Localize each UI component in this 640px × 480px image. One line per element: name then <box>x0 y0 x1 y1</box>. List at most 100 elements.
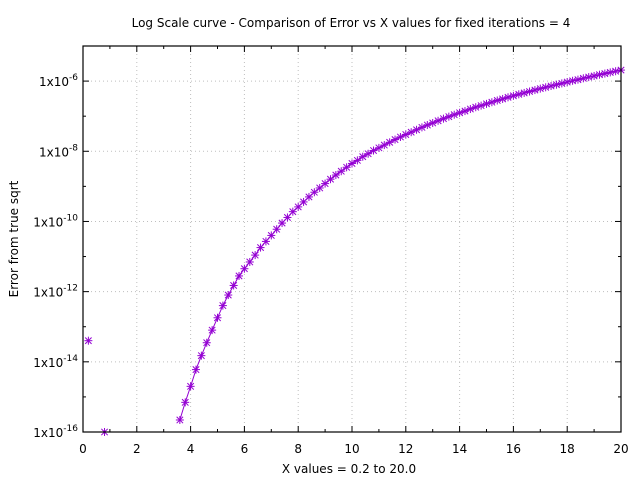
data-point <box>374 143 383 152</box>
x-tick-label: 6 <box>241 442 249 456</box>
chart-title: Log Scale curve - Comparison of Error vs… <box>132 16 571 30</box>
x-tick-label: 12 <box>398 442 413 456</box>
y-tick-mantissa: 1x10 <box>33 215 63 229</box>
x-tick-label: 0 <box>79 442 87 456</box>
y-tick-exponent: -8 <box>69 143 78 153</box>
y-tick-exponent: -12 <box>63 284 78 294</box>
data-point <box>240 264 249 273</box>
data-point <box>579 74 588 83</box>
data-point <box>283 213 292 222</box>
data-point <box>487 98 496 107</box>
grid-lines <box>83 46 621 432</box>
data-point <box>256 243 265 252</box>
data-point <box>563 78 572 87</box>
y-tick-mantissa: 1x10 <box>33 356 63 370</box>
data-point <box>315 183 324 192</box>
data-point <box>536 84 545 93</box>
y-tick-label: 1x10-8 <box>39 143 78 159</box>
data-point <box>482 99 491 108</box>
data-point <box>590 71 599 80</box>
data-point <box>326 175 335 184</box>
y-tick-exponent: -10 <box>63 213 78 223</box>
data-point <box>245 257 254 266</box>
data-point <box>547 81 556 90</box>
x-tick-label: 14 <box>452 442 467 456</box>
data-point <box>337 167 346 176</box>
data-point <box>525 87 534 96</box>
x-tick-label: 20 <box>613 442 628 456</box>
y-tick-label: 1x10-16 <box>33 424 78 440</box>
data-point <box>471 103 480 112</box>
data-point <box>530 86 539 95</box>
y-tick-label: 1x10-6 <box>39 73 78 89</box>
data-point <box>504 93 513 102</box>
x-tick-label: 2 <box>133 442 141 456</box>
y-tick-mantissa: 1x10 <box>33 286 63 300</box>
data-point <box>267 231 276 240</box>
data-point <box>552 80 561 89</box>
x-tick-labels: 0 2 4 6 8 10 12 14 16 18 20 <box>79 442 628 456</box>
data-point <box>278 219 287 228</box>
data-point <box>455 108 464 117</box>
data-point <box>493 96 502 105</box>
data-point <box>191 365 200 374</box>
x-tick-label: 18 <box>560 442 575 456</box>
data-point <box>181 398 190 407</box>
data-point <box>568 76 577 85</box>
data-point <box>477 101 486 110</box>
data-point <box>573 75 582 84</box>
data-point <box>520 88 529 97</box>
data-point <box>202 338 211 347</box>
data-point <box>353 156 362 165</box>
data-point <box>208 326 217 335</box>
data-point <box>229 281 238 290</box>
data-point <box>84 336 93 345</box>
data-series <box>84 66 625 436</box>
data-point <box>224 291 233 300</box>
data-point <box>364 149 373 158</box>
data-point <box>611 67 620 76</box>
y-tick-mantissa: 1x10 <box>39 145 69 159</box>
data-point <box>272 225 281 234</box>
data-point <box>557 79 566 88</box>
axis-ticks <box>82 46 622 433</box>
data-point <box>331 171 340 180</box>
y-tick-exponent: -6 <box>69 73 78 83</box>
x-axis-label: X values = 0.2 to 20.0 <box>282 462 416 476</box>
y-tick-mantissa: 1x10 <box>33 426 63 440</box>
x-tick-label: 4 <box>187 442 195 456</box>
y-tick-label: 1x10-10 <box>33 213 78 229</box>
data-point <box>595 70 604 79</box>
data-point <box>218 301 227 310</box>
y-tick-exponent: -14 <box>63 354 78 364</box>
data-point <box>606 68 615 77</box>
data-point <box>342 163 351 172</box>
data-point <box>251 251 260 260</box>
y-axis-label: Error from true sqrt <box>7 180 21 297</box>
data-point <box>509 91 518 100</box>
y-tick-mantissa: 1x10 <box>39 75 69 89</box>
data-point <box>600 69 609 78</box>
x-tick-label: 16 <box>506 442 521 456</box>
x-tick-label: 8 <box>294 442 302 456</box>
data-point <box>213 313 222 322</box>
data-point <box>514 90 523 99</box>
data-point <box>541 83 550 92</box>
data-point <box>380 141 389 150</box>
data-point <box>584 73 593 82</box>
x-tick-label: 10 <box>344 442 359 456</box>
y-tick-label: 1x10-12 <box>33 284 78 300</box>
data-point <box>466 105 475 114</box>
data-point <box>310 188 319 197</box>
data-point <box>197 351 206 360</box>
y-tick-exponent: -16 <box>63 424 78 434</box>
data-point <box>498 94 507 103</box>
data-point <box>186 382 195 391</box>
data-point <box>321 179 330 188</box>
data-point <box>175 415 184 424</box>
y-tick-label: 1x10-14 <box>33 354 78 370</box>
data-point <box>261 237 270 246</box>
